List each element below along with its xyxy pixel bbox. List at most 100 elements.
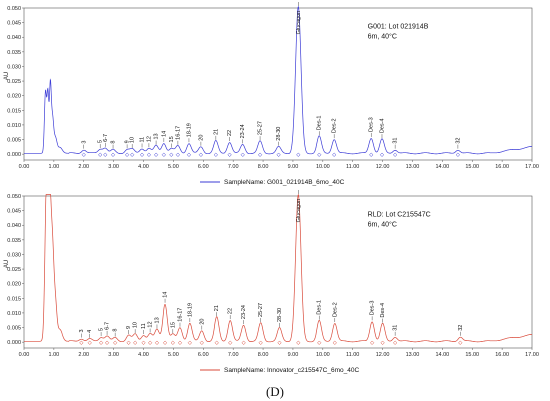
y-tick-label: 0.045: [7, 209, 21, 215]
x-tick-label: 1.00: [49, 164, 60, 170]
peak-boundary-diamond: [455, 152, 461, 157]
peak-label: 18-19: [186, 123, 192, 137]
x-tick-label: 8.00: [258, 164, 269, 170]
peak-label: 13: [154, 317, 160, 323]
peak-boundary-diamond: [133, 340, 138, 345]
peak-marker: 23-24: [241, 305, 247, 345]
peak-label: 15: [169, 136, 175, 142]
peak-boundary-diamond: [153, 152, 159, 157]
peak-label: Glucagon: [296, 199, 302, 223]
peak-marker: Des-2: [332, 118, 338, 157]
y-tick-label: 0.035: [7, 50, 21, 56]
y-axis-label: AU: [4, 260, 10, 268]
peak-label: Des-1: [317, 300, 323, 315]
peak-marker: 18-19: [186, 123, 192, 157]
peak-boundary-diamond: [257, 152, 263, 157]
peak-marker: Des-2: [332, 302, 338, 345]
peak-label: 9: [126, 326, 132, 329]
peak-boundary-diamond: [79, 340, 84, 345]
peak-marker: 8: [113, 329, 119, 345]
peak-label: 10: [130, 137, 136, 143]
peak-marker: 18-19: [187, 303, 193, 345]
x-tick-label: 12.00: [376, 164, 390, 170]
x-tick-label: 11.00: [346, 352, 359, 358]
peak-marker: Des-3: [370, 301, 376, 345]
peak-marker: 12: [146, 136, 152, 157]
y-tick-label: 0.020: [7, 94, 21, 100]
peak-boundary-diamond: [187, 340, 193, 345]
y-tick-label: 0.030: [7, 64, 21, 70]
peak-label: 14: [163, 292, 169, 298]
legend-label: SampleName: G001_021914B_6mo_40C: [224, 179, 345, 186]
peak-boundary-diamond: [170, 340, 175, 345]
peak-boundary-diamond: [379, 152, 385, 157]
peak-marker: 8: [111, 141, 117, 157]
x-tick-label: 7.00: [228, 164, 239, 170]
peak-marker: 12: [148, 321, 154, 345]
peak-label: 6-7: [103, 134, 109, 142]
peak-label: 8: [111, 141, 117, 144]
peak-boundary-diamond: [87, 340, 92, 345]
peak-boundary-diamond: [296, 340, 301, 345]
peak-label: 12: [148, 321, 154, 327]
peak-label: Des-3: [370, 301, 376, 316]
peak-marker: 14: [161, 131, 167, 157]
x-tick-label: 7.00: [228, 352, 239, 358]
x-tick-label: 0.00: [19, 352, 30, 358]
peak-label: 16-17: [175, 126, 181, 140]
peak-boundary-diamond: [81, 152, 86, 157]
peak-boundary-diamond: [332, 152, 337, 157]
peak-boundary-diamond: [198, 152, 204, 157]
peak-boundary-diamond: [317, 340, 322, 345]
peak-label: 22: [228, 308, 234, 314]
y-tick-label: 0.005: [7, 138, 21, 144]
peak-label: 4: [87, 330, 93, 333]
peak-marker: 20: [198, 135, 204, 157]
peak-marker: 28-30: [276, 127, 282, 157]
x-tick-label: 5.00: [168, 164, 179, 170]
x-tick-label: 4.00: [138, 352, 149, 358]
peak-boundary-diamond: [126, 340, 131, 345]
peak-boundary-diamond: [154, 340, 160, 345]
peak-marker: 31: [393, 138, 399, 157]
peak-label: 32: [458, 325, 464, 331]
peak-marker: 23-24: [240, 124, 246, 157]
y-tick-label: 0.010: [7, 311, 21, 317]
y-tick-label: 0.000: [7, 152, 21, 158]
peak-boundary-diamond: [141, 340, 146, 345]
peak-label: 13: [154, 133, 160, 139]
peak-marker: 11: [141, 323, 147, 345]
peak-boundary-diamond: [214, 340, 219, 345]
chart-panel-2: 0.0000.0050.0100.0150.0200.0250.0300.035…: [4, 190, 539, 374]
peak-label: 5: [98, 140, 104, 143]
peak-marker: 22: [228, 308, 234, 345]
y-tick-label: 0.030: [7, 252, 21, 258]
peak-boundary-diamond: [110, 152, 116, 157]
peak-marker: 10: [130, 137, 136, 157]
peak-label: 3: [81, 141, 87, 144]
peak-marker: 10: [133, 322, 139, 345]
peak-label: 25-27: [258, 303, 264, 317]
x-tick-label: 14.00: [435, 164, 449, 170]
peak-marker: 5: [99, 328, 105, 345]
peak-marker: 22: [227, 130, 233, 157]
x-tick-label: 17.00: [525, 164, 539, 170]
peak-label: 25-27: [258, 121, 264, 135]
x-tick-label: 12.00: [376, 352, 390, 358]
x-tick-label: 13.00: [406, 352, 420, 358]
peak-marker: Des-3: [369, 117, 375, 157]
y-tick-label: 0.050: [7, 6, 21, 12]
peak-marker: Des-1: [317, 300, 323, 345]
peak-marker: Des-4: [379, 118, 385, 157]
x-tick-label: 13.00: [406, 164, 420, 170]
peak-boundary-diamond: [124, 152, 130, 157]
peak-marker: 3: [79, 329, 85, 345]
y-tick-label: 0.025: [7, 79, 21, 85]
x-tick-label: 17.00: [525, 352, 539, 358]
peak-marker: 15: [170, 322, 176, 345]
peak-label: 5: [99, 328, 105, 331]
x-tick-label: 4.00: [138, 164, 149, 170]
x-tick-label: 1.00: [49, 352, 60, 358]
peak-boundary-diamond: [112, 340, 118, 345]
